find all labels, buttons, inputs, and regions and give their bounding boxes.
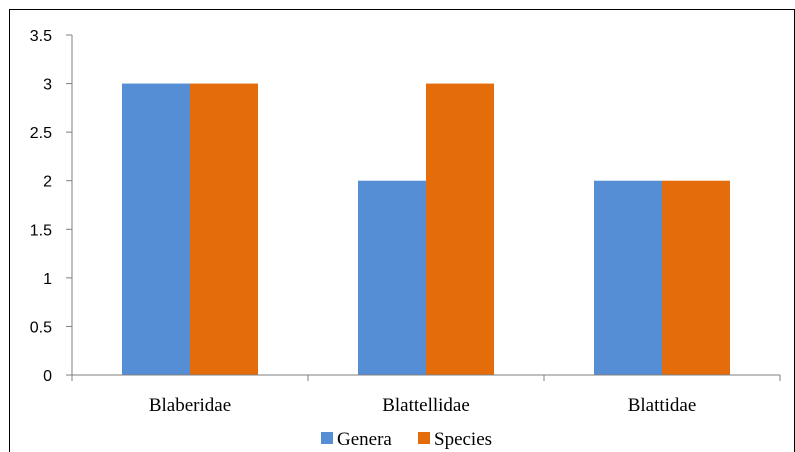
y-tick-label: 3 (43, 77, 52, 94)
x-category-label: Blattellidae (382, 395, 470, 416)
legend-label-species: Species (434, 429, 492, 450)
legend-swatch-genera (321, 432, 333, 444)
bars-group (122, 83, 730, 376)
x-axis: Blaberidae Blattellidae Blattidae (71, 374, 781, 416)
legend: Genera Species (321, 429, 492, 450)
x-category-label: Blaberidae (149, 395, 231, 416)
bar-species-blaberidae (190, 83, 258, 376)
y-tick-label: 2.5 (30, 125, 52, 142)
y-tick-label: 1 (43, 271, 52, 288)
bar-genera-blattidae (594, 180, 662, 375)
x-category-label: Blattidae (628, 395, 697, 416)
y-tick-label: 2 (43, 174, 52, 191)
y-tick-label: 0 (43, 368, 52, 385)
bar-species-blattellidae (426, 83, 494, 376)
y-axis: 0 0.5 1 1.5 2 2.5 3 3.5 (30, 28, 73, 385)
y-tick-label: 1.5 (30, 222, 52, 239)
legend-swatch-species (418, 432, 430, 444)
legend-label-genera: Genera (337, 429, 392, 450)
bar-genera-blattellidae (358, 180, 426, 375)
y-tick-label: 3.5 (30, 28, 52, 45)
y-tick-label: 0.5 (30, 319, 52, 336)
bar-species-blattidae (662, 180, 730, 375)
bar-genera-blaberidae (122, 83, 190, 376)
